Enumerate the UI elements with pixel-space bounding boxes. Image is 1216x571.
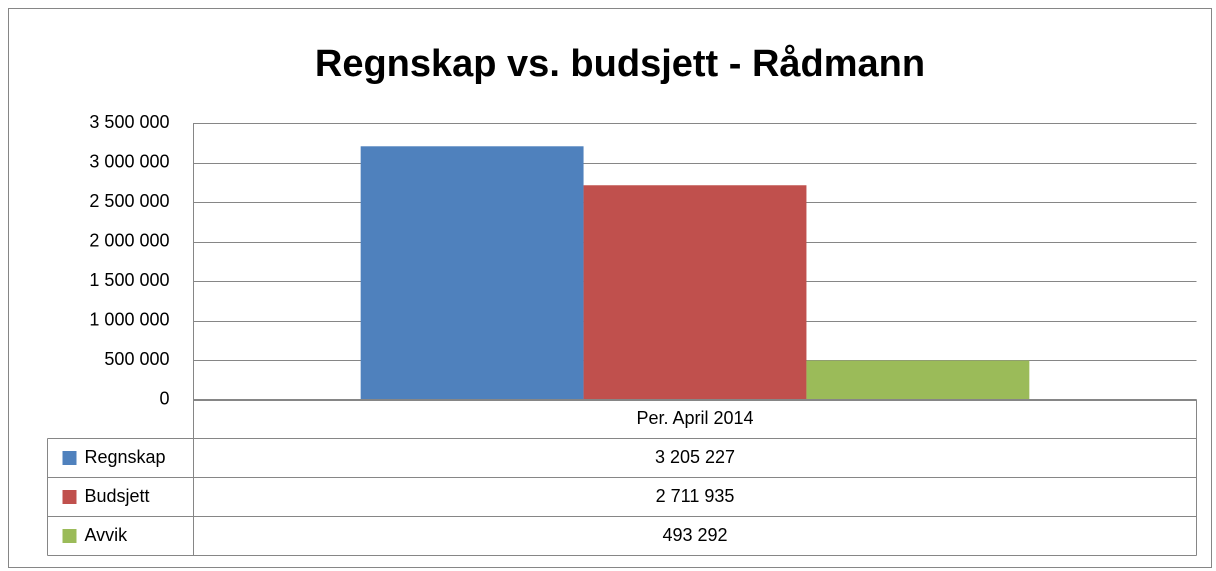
bar	[360, 146, 584, 400]
bar	[806, 360, 1030, 400]
y-tick-label: 3 500 000	[89, 112, 169, 132]
legend-label: Budsjett	[85, 486, 150, 506]
chart-title: Regnskap vs. budsjett - Rådmann	[315, 43, 925, 85]
data-label: 493 292	[662, 525, 727, 545]
legend-swatch	[62, 451, 77, 465]
legend-swatch	[62, 529, 77, 543]
legend-label: Regnskap	[85, 447, 166, 467]
bar	[583, 185, 807, 400]
data-label: 3 205 227	[655, 447, 735, 467]
x-tick-label: Per. April 2014	[636, 408, 753, 428]
data-label: 2 711 935	[656, 486, 735, 506]
legend-label: Avvik	[85, 525, 129, 545]
y-tick-label: 0	[159, 388, 169, 408]
y-tick-label: 3 000 000	[89, 151, 169, 171]
y-tick-label: 1 000 000	[89, 309, 169, 329]
y-tick-label: 2 000 000	[89, 230, 169, 250]
y-tick-label: 2 500 000	[89, 191, 169, 211]
y-tick-label: 500 000	[104, 349, 169, 369]
legend-swatch	[62, 490, 77, 504]
y-tick-label: 1 500 000	[89, 270, 169, 290]
